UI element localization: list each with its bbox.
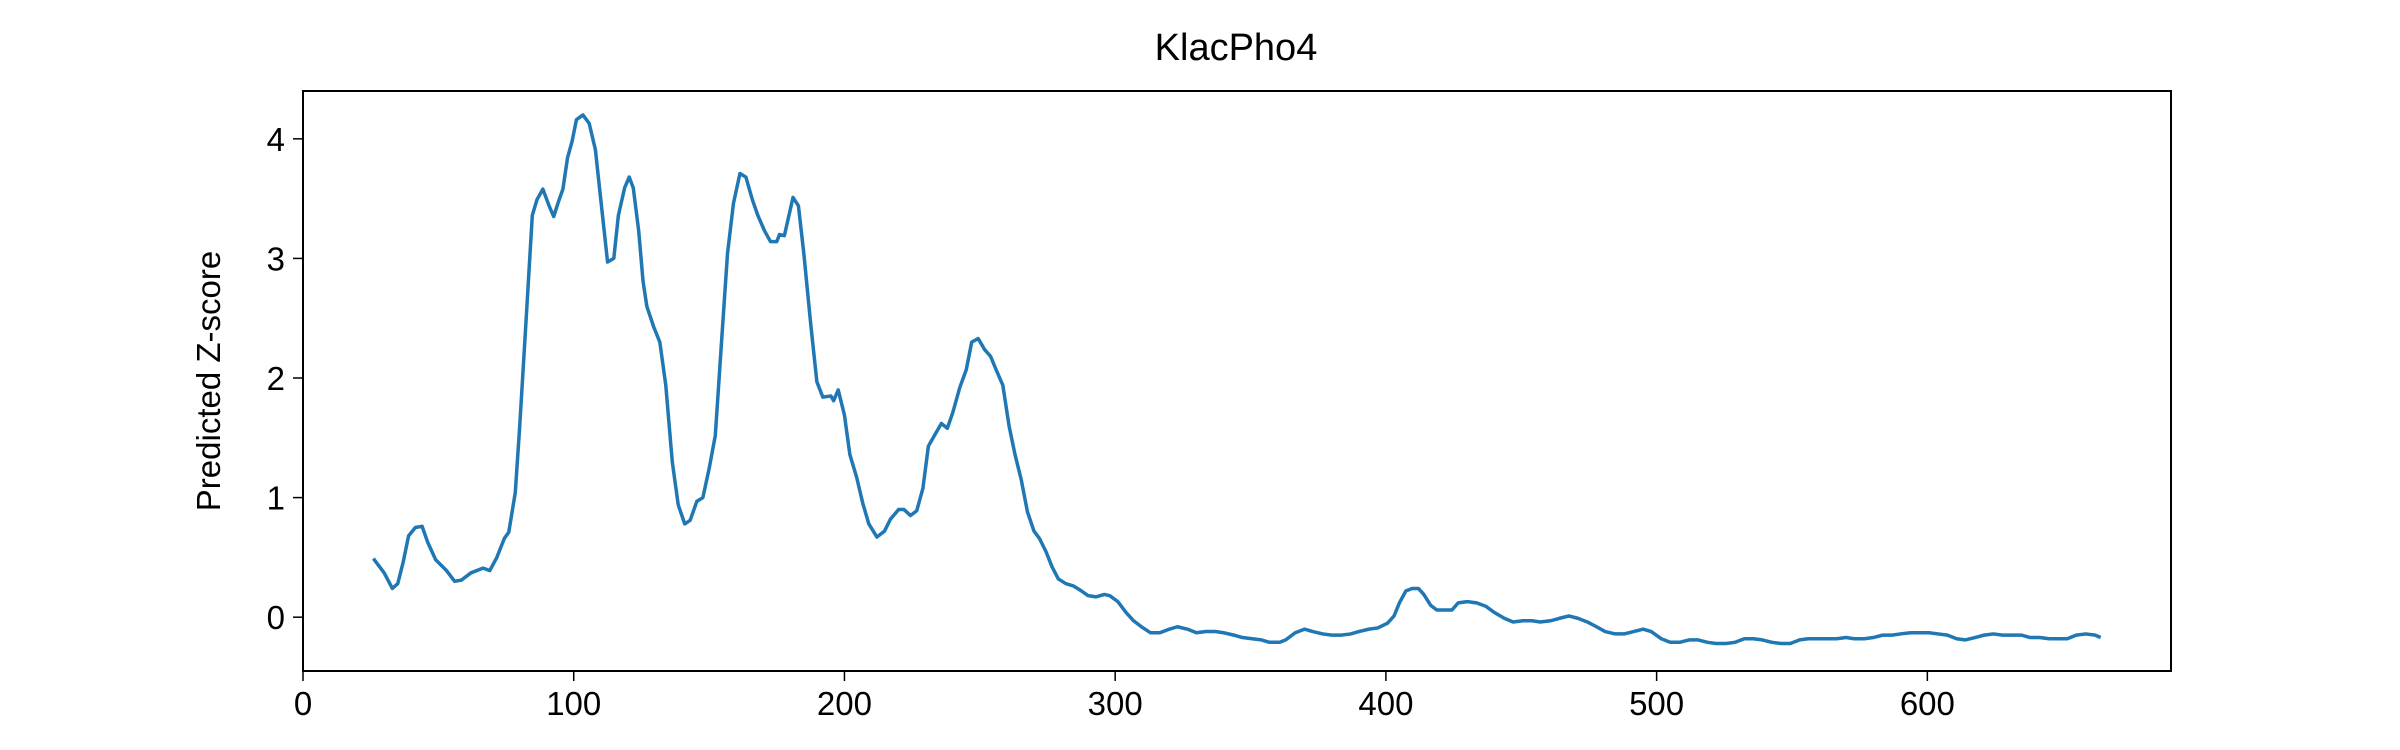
x-tick-label: 0 xyxy=(294,685,312,722)
x-tick-label: 600 xyxy=(1900,685,1955,722)
chart-title: KlacPho4 xyxy=(1155,27,1318,69)
x-tick-label: 200 xyxy=(817,685,872,722)
x-tick-label: 100 xyxy=(546,685,601,722)
plot-frame xyxy=(302,90,2172,672)
x-tick-label: 300 xyxy=(1088,685,1143,722)
y-tick-label: 3 xyxy=(267,240,285,277)
x-tick-label: 400 xyxy=(1358,685,1413,722)
data-line xyxy=(371,113,2102,646)
y-tick-label: 2 xyxy=(267,360,285,397)
y-axis-label: Predicted Z-score xyxy=(190,251,227,511)
y-tick-label: 1 xyxy=(267,480,285,517)
x-tick-label: 500 xyxy=(1629,685,1684,722)
y-tick-label: 4 xyxy=(267,121,285,158)
y-tick-label: 0 xyxy=(267,599,285,636)
